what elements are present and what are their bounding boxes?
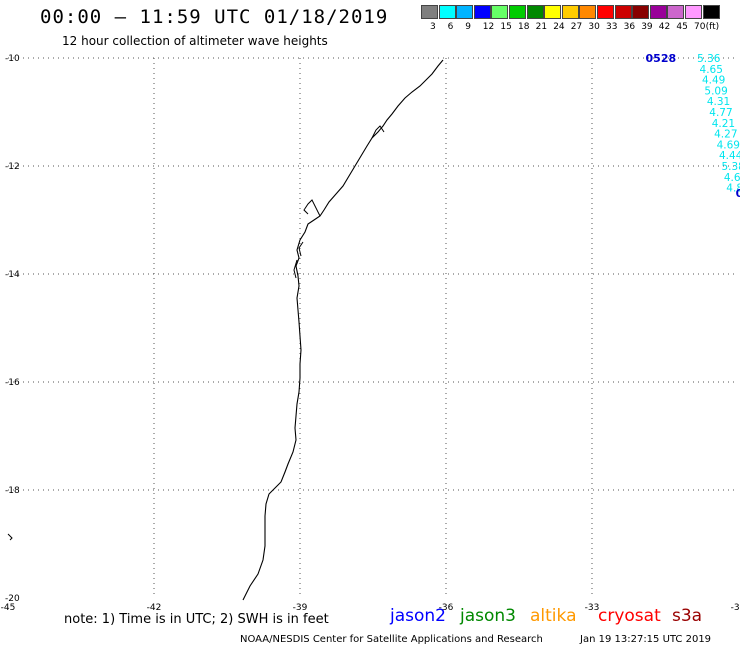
wave-height-value: 5.36 xyxy=(697,53,721,65)
legend-swatch xyxy=(473,5,491,19)
wave-height-value: 4.60 xyxy=(724,172,740,184)
wave-height-value: 4.65 xyxy=(700,64,723,76)
legend-swatch-label: 45 xyxy=(676,22,688,32)
legend-swatch xyxy=(509,5,526,19)
legend-swatch-label: 3 xyxy=(430,22,436,32)
latitude-tick-label: -12 xyxy=(5,162,20,172)
wave-height-value: 4.31 xyxy=(707,96,730,108)
latitude-tick-label: -20 xyxy=(5,594,20,604)
legend-swatch-label: 12 xyxy=(482,22,495,32)
latitude-tick-label: -10 xyxy=(5,54,20,64)
longitude-tick-label: -45 xyxy=(1,603,16,613)
grid-lines xyxy=(8,57,738,598)
island-mark xyxy=(7,533,13,541)
legend-swatch-label: 70 xyxy=(694,22,706,32)
map-title: 00:00 — 11:59 UTC 01/18/2019 xyxy=(40,6,389,28)
satellite-name: jason3 xyxy=(460,606,516,626)
coastline xyxy=(242,59,444,601)
legend-swatch-label: 27 xyxy=(570,22,583,32)
longitude-tick-label: -39 xyxy=(293,603,308,613)
wave-height-value: 4.77 xyxy=(709,107,732,119)
wave-height-value: 5.38 xyxy=(721,161,740,173)
legend-swatch-label: 18 xyxy=(518,22,530,32)
wave-height-value: 4.81 xyxy=(726,183,740,195)
satellite-track: 5.364.654.495.094.314.774.214.274.694.44… xyxy=(646,52,740,200)
legend-swatch-label: 30 xyxy=(588,22,600,32)
legend-swatch-label: 6 xyxy=(447,22,454,32)
longitude-tick-label: -30 xyxy=(731,603,740,613)
generated-timestamp: Jan 19 13:27:15 UTC 2019 xyxy=(580,634,712,645)
map-axes: -10 -12 -14 -16 -18 -20-45 -42 -39 -36 -33 -30 xyxy=(1,54,740,613)
legend-swatch-label: 24 xyxy=(553,22,565,32)
wave-height-value: 4.21 xyxy=(712,118,735,130)
legend-swatch xyxy=(649,5,667,19)
wave-height-value: 4.69 xyxy=(717,139,740,151)
legend-swatch xyxy=(544,5,562,19)
legend-swatch xyxy=(526,5,544,19)
footer-note: note: 1) Time is in UTC; 2) SWH is in fe… xyxy=(64,612,329,627)
legend-swatch-label: 21 xyxy=(535,22,548,32)
wave-height-value: 4.27 xyxy=(714,129,737,141)
coastline-bay-detail xyxy=(293,125,385,279)
map-subtitle: 12 hour collection of altimeter wave hei… xyxy=(62,34,328,48)
legend-swatch xyxy=(632,5,650,19)
wave-height-value: 4.44 xyxy=(719,150,740,162)
legend-swatch xyxy=(491,5,509,19)
legend-swatch xyxy=(561,5,579,19)
legend-swatch-label: 9 xyxy=(465,22,471,32)
legend-unit-label: (ft) xyxy=(705,22,720,32)
latitude-tick-label: -18 xyxy=(5,486,20,496)
legend-swatch-label: 15 xyxy=(500,22,512,32)
satellite-name: s3a xyxy=(672,606,703,626)
latitude-tick-label: -16 xyxy=(5,378,20,388)
legend-swatch xyxy=(667,5,685,19)
legend-swatch xyxy=(421,5,438,19)
satellite-name: cryosat xyxy=(598,606,661,626)
legend-swatch xyxy=(597,5,614,19)
legend-swatch xyxy=(456,5,474,19)
legend-swatch xyxy=(685,5,702,19)
legend-swatch xyxy=(702,5,720,19)
pass-id-label: 0529 xyxy=(736,187,740,200)
satellite-name: altika xyxy=(530,606,577,626)
legend-swatch xyxy=(438,5,456,19)
longitude-tick-label: -33 xyxy=(585,603,600,613)
legend-swatch-label: 36 xyxy=(623,22,636,32)
satellite-name: jason2 xyxy=(390,606,446,626)
legend-swatch-label: 42 xyxy=(658,22,671,32)
legend-swatch xyxy=(579,5,597,19)
longitude-tick-label: -36 xyxy=(439,603,454,613)
legend-swatch xyxy=(614,5,632,19)
wave-height-value: 5.09 xyxy=(704,85,727,97)
latitude-tick-label: -14 xyxy=(5,270,20,280)
credit-line: NOAA/NESDIS Center for Satellite Applica… xyxy=(240,634,543,645)
wave-height-value: 4.49 xyxy=(702,75,725,87)
legend-swatch-label: 39 xyxy=(641,22,653,32)
pass-id-label: 0528 xyxy=(646,52,677,65)
legend-swatch-label: 33 xyxy=(606,22,618,32)
longitude-tick-label: -42 xyxy=(147,603,162,613)
